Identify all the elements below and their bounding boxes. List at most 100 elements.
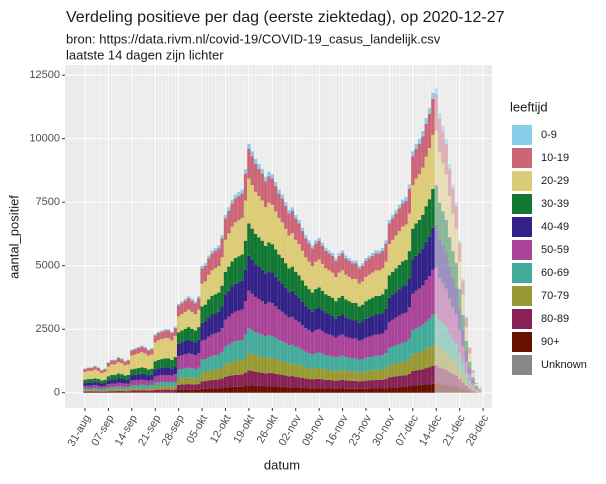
bar-segment — [284, 376, 287, 387]
bar-segment — [194, 355, 197, 369]
bar-segment — [301, 388, 304, 393]
bar-segment — [431, 189, 434, 228]
bar-segment — [435, 131, 438, 186]
bar-segment — [127, 384, 130, 388]
bar-segment — [130, 350, 133, 355]
bar-segment — [441, 163, 444, 211]
legend-swatch — [512, 125, 532, 145]
bar-segment — [210, 370, 213, 380]
legend-swatch — [512, 309, 532, 329]
bar-segment — [231, 227, 234, 262]
bar-segment — [468, 385, 471, 388]
bar-segment — [261, 301, 264, 335]
bar-segment — [374, 380, 377, 389]
bar-segment — [254, 159, 257, 164]
bar-segment — [204, 305, 207, 322]
bar-segment — [110, 387, 113, 389]
bar-segment — [291, 291, 294, 317]
bar-segment — [197, 296, 200, 298]
bar-segment — [368, 357, 371, 371]
bar-segment — [438, 278, 441, 320]
bar-segment — [204, 372, 207, 381]
bar-segment — [421, 215, 424, 249]
bar-segment — [431, 384, 434, 393]
bar-segment — [220, 388, 223, 393]
bar-segment — [164, 390, 167, 393]
bar-segment — [331, 389, 334, 393]
bar-segment — [317, 287, 320, 307]
bar-segment — [294, 387, 297, 392]
bar-segment — [127, 360, 130, 364]
bar-segment — [137, 347, 140, 348]
bar-segment — [374, 370, 377, 380]
bar-segment — [90, 391, 93, 392]
bar-segment — [150, 375, 153, 380]
bar-segment — [180, 385, 183, 390]
bar-segment — [254, 332, 257, 355]
bar-segment — [411, 260, 414, 294]
bar-segment — [267, 176, 270, 203]
bar-segment — [247, 328, 250, 353]
bar-segment — [231, 200, 234, 204]
bar-segment — [341, 250, 344, 253]
bar-segment — [167, 358, 170, 367]
bar-segment — [334, 258, 337, 261]
bar-segment — [274, 374, 277, 387]
bar-segment — [157, 360, 160, 369]
bar-segment — [140, 388, 143, 390]
bar-segment — [123, 362, 126, 366]
bar-segment — [251, 386, 254, 393]
bar-segment — [140, 385, 143, 388]
bar-segment — [117, 379, 120, 383]
bar-segment — [371, 316, 374, 336]
bar-segment — [431, 366, 434, 384]
bar-segment — [445, 327, 448, 352]
bar-segment — [277, 255, 280, 281]
bar-segment — [107, 376, 110, 380]
bar-segment — [197, 327, 200, 340]
bar-segment — [358, 389, 361, 393]
bar-segment — [435, 365, 438, 383]
bar-segment — [200, 323, 203, 341]
bar-segment — [150, 380, 153, 385]
bar-segment — [411, 386, 414, 393]
bar-segment — [344, 258, 347, 274]
bar-segment — [231, 287, 234, 314]
bar-segment — [341, 356, 344, 370]
bar-segment — [297, 275, 300, 297]
bar-segment — [368, 380, 371, 388]
bar-segment — [284, 202, 287, 206]
bar-segment — [411, 156, 414, 185]
bar-segment — [384, 262, 387, 289]
bar-segment — [304, 257, 307, 285]
bar-segment — [180, 355, 183, 369]
bar-segment — [311, 379, 314, 388]
bar-segment — [237, 282, 240, 310]
bar-segment — [418, 139, 421, 144]
bar-segment — [244, 386, 247, 393]
bar-segment — [123, 380, 126, 384]
bar-segment — [123, 390, 126, 392]
bar-segment — [348, 371, 351, 380]
bar-segment — [351, 389, 354, 393]
bar-segment — [113, 387, 116, 389]
bar-segment — [471, 389, 474, 391]
bar-segment — [103, 372, 106, 380]
bar-segment — [177, 370, 180, 379]
bar-segment — [465, 317, 468, 319]
bar-segment — [358, 341, 361, 360]
bar-segment — [425, 349, 428, 368]
bar-segment — [214, 355, 217, 369]
bar-segment — [144, 347, 147, 348]
bar-segment — [404, 285, 407, 312]
bar-segment — [398, 387, 401, 393]
bar-segment — [364, 261, 367, 277]
bar-segment — [368, 256, 371, 259]
bar-segment — [304, 368, 307, 379]
legend-swatch — [512, 286, 532, 306]
bar-segment — [391, 272, 394, 295]
bar-segment — [90, 379, 93, 383]
bar-segment — [227, 376, 230, 387]
bar-segment — [157, 340, 160, 360]
bar-segment — [468, 389, 471, 392]
